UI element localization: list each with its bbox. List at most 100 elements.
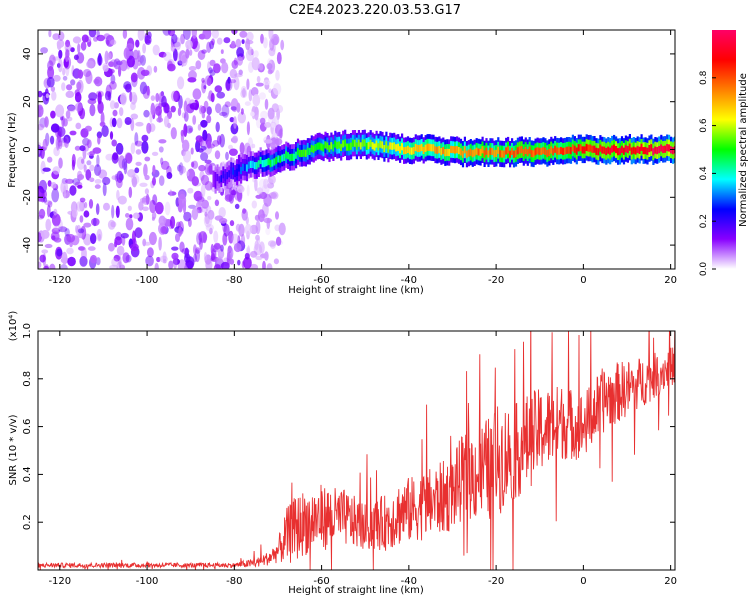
spectrogram-track-cell <box>259 156 262 165</box>
spectrogram-noise-cell <box>215 121 220 133</box>
spectrogram-track-cell <box>308 147 311 155</box>
spectrogram-noise-cell <box>267 182 275 189</box>
spectrogram-track-cell <box>302 149 305 157</box>
spectrogram-noise-cell <box>50 110 56 119</box>
spectrogram-noise-cell <box>267 240 277 247</box>
spectrogram-track-cell <box>236 168 239 176</box>
spectrogram-track-cell <box>432 144 435 152</box>
spectrogram-noise-cell <box>206 77 212 86</box>
spectrogram-track-cell <box>558 147 561 155</box>
spectrogram-noise-cell <box>211 30 219 39</box>
spectrogram-track-cell <box>230 166 233 175</box>
spectrogram-noise-cell <box>245 216 249 225</box>
spectrogram-noise-cell <box>131 176 138 188</box>
spectrogram-noise-cell <box>240 85 247 95</box>
spectrogram-noise-cell <box>143 241 151 246</box>
spectrogram-track-cell <box>668 144 671 152</box>
spectrogram-track-cell <box>322 144 325 152</box>
spectrogram-noise-cell <box>268 192 277 199</box>
spectrogram-track-cell <box>424 144 427 152</box>
x-tick-label: -100 <box>136 275 159 286</box>
spectrogram-noise-cell <box>79 197 86 203</box>
spectrogram-track-cell <box>218 176 221 184</box>
spectrogram-noise-cell <box>94 76 103 87</box>
spectrogram-noise-cell <box>63 55 72 70</box>
spectrogram-track-cell <box>314 144 317 152</box>
spectrogram-track-cell <box>505 147 508 155</box>
spectrogram-noise-cell <box>192 88 202 100</box>
spectrogram-noise-cell <box>255 255 263 261</box>
spectrogram-noise-cell <box>162 251 167 262</box>
spectrogram-track-cell <box>222 171 225 179</box>
spectrogram-noise-cell <box>150 95 156 101</box>
spectrogram-track-cell <box>408 147 412 155</box>
spectrogram-noise-cell <box>75 122 82 130</box>
spectrogram-track-cell <box>399 146 402 154</box>
spectrogram-noise-cell <box>116 261 124 269</box>
spectrogram-noise-cell <box>40 160 46 175</box>
spectrogram-noise-cell <box>126 37 135 52</box>
spectrogram-noise-cell <box>236 102 241 113</box>
spectrogram-noise-cell <box>182 149 192 163</box>
spectrogram-noise-cell <box>50 182 57 189</box>
spectrogram-track-cell <box>295 151 298 159</box>
spectrogram-noise-cell <box>152 44 160 56</box>
spectrogram-noise-cell <box>178 226 183 237</box>
spectrogram-noise-cell <box>171 34 178 44</box>
spectrogram-track-cell <box>428 143 431 151</box>
spectrogram-noise-cell <box>166 172 173 179</box>
spectrogram-noise-cell <box>154 201 164 215</box>
spectrogram-noise-cell <box>90 233 97 245</box>
spectrogram-noise-cell <box>224 101 231 108</box>
spectrogram-track-cell <box>240 166 243 175</box>
spectrogram-track-cell <box>422 146 425 154</box>
spectrogram-noise-cell <box>223 223 230 237</box>
spectrogram-noise-cell <box>263 79 271 86</box>
spectrogram-noise-cell <box>115 231 122 241</box>
spectrogram-noise-cell <box>114 173 119 182</box>
spectrogram-noise-cell <box>173 90 181 103</box>
x-tick-label: -80 <box>226 576 242 587</box>
spectrogram-noise-cell <box>263 37 268 49</box>
spectrogram-track-cell <box>389 142 392 150</box>
spectrogram-noise-cell <box>48 30 52 38</box>
spectrogram-noise-cell <box>60 116 64 121</box>
spectrogram-track-cell <box>603 146 606 154</box>
spectrogram-noise-cell <box>224 79 233 92</box>
spectrogram-noise-cell <box>111 117 117 128</box>
spectrogram-noise-cell <box>255 220 261 235</box>
spectrogram-noise-cell <box>187 187 194 194</box>
spectrogram-noise-cell <box>88 199 94 209</box>
spectrogram-noise-cell <box>111 258 119 267</box>
spectrogram-track-cell <box>585 143 588 151</box>
spectrogram-noise-cell <box>38 90 43 98</box>
spectrogram-noise-cell <box>66 247 74 255</box>
x-tick-label: -120 <box>48 576 71 587</box>
spectrogram-track-cell <box>377 143 380 151</box>
y-tick-label: 0 <box>22 146 33 152</box>
spectrogram-noise-cell <box>158 146 164 153</box>
spectrogram-noise-cell <box>55 104 65 118</box>
spectrogram-noise-cell <box>256 75 261 83</box>
x-tick-label: -40 <box>401 576 417 587</box>
spectrogram-track-cell <box>618 147 622 155</box>
spectrogram-noise-cell <box>134 167 140 174</box>
spectrogram-track-cell <box>346 143 349 151</box>
spectrogram-track-cell <box>640 143 643 151</box>
spectrogram-track-cell <box>622 147 626 155</box>
spectrogram-noise-cell <box>72 178 81 186</box>
spectrogram-track-cell <box>220 175 223 183</box>
spectrogram-noise-cell <box>161 95 167 108</box>
spectrogram-noise-cell <box>57 58 63 73</box>
colorbar-tick-label: 0.8 <box>699 70 709 85</box>
spectrogram-track-cell <box>613 144 616 152</box>
spectrogram-noise-cell <box>110 221 117 228</box>
spectrogram-noise-cell <box>70 47 75 53</box>
spectrogram-noise-cell <box>192 115 197 125</box>
spectrogram-track-cell <box>234 169 237 178</box>
y-tick-label: 0.4 <box>22 466 33 482</box>
spectrogram-track-cell <box>646 147 649 155</box>
spectrogram-noise-cell <box>156 117 164 123</box>
spectrogram-track-cell <box>406 145 410 153</box>
spectrogram-noise-cell <box>66 84 73 91</box>
